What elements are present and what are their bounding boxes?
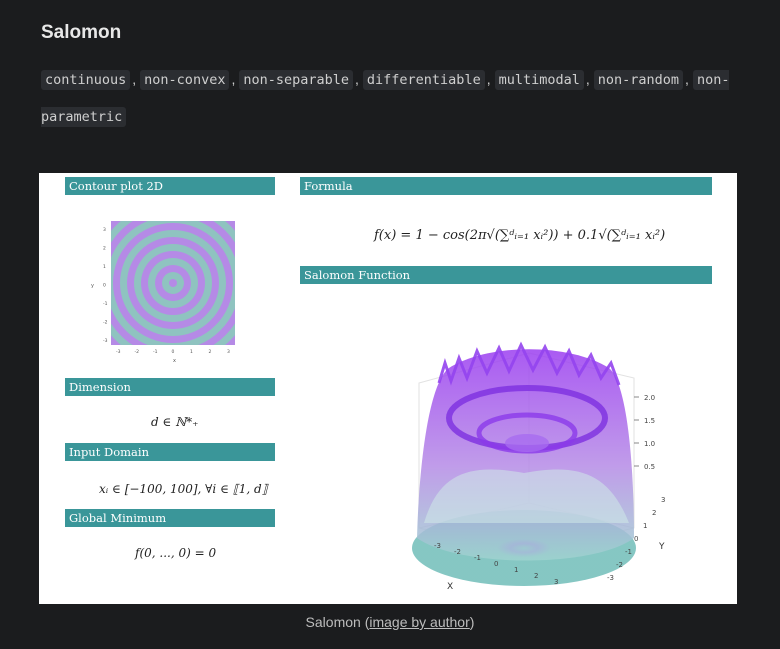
- salomon-figure: Contour plot 2D Formula Salomon Function…: [39, 173, 737, 604]
- dimension-header: Dimension: [65, 378, 275, 396]
- tag-separator: ,: [585, 71, 590, 87]
- x-tick-label: 0: [494, 560, 498, 568]
- y-tick-label: 2: [652, 509, 656, 517]
- input-domain-header: Input Domain: [65, 443, 275, 461]
- tag-separator: ,: [355, 71, 359, 87]
- tag-separator: ,: [685, 71, 689, 87]
- y-tick-label: -3: [607, 574, 614, 582]
- contour-x-tick: -3: [116, 349, 121, 355]
- contour-x-tick: -2: [135, 349, 140, 355]
- global-minimum-text: f(0, ..., 0) = 0: [135, 546, 217, 560]
- x-tick-label: 1: [514, 566, 518, 574]
- contour-y-tick: 1: [103, 264, 106, 270]
- x-tick-label: -2: [454, 548, 461, 556]
- formula-text: f(x) = 1 − cos(2π√(∑ᵈᵢ₌₁ xᵢ²)) + 0.1√(∑ᵈ…: [374, 228, 666, 243]
- contour-x-tick: 3: [227, 349, 230, 355]
- contour-y-tick: -1: [103, 301, 108, 307]
- contour-header: Contour plot 2D: [65, 177, 275, 195]
- tag: non-separable: [239, 70, 354, 90]
- tag-list: continuous, non-convex, non-separable, diff…: [41, 61, 731, 135]
- contour-x-tick: -1: [153, 349, 158, 355]
- contour-x-tick: 0: [172, 349, 175, 355]
- figure-caption: Salomon (image by author): [0, 614, 780, 630]
- function-header: Salomon Function: [300, 266, 712, 284]
- y-tick-label: -1: [625, 548, 632, 556]
- tag-separator: ,: [231, 71, 236, 87]
- tag: continuous: [41, 70, 131, 90]
- contour-y-tick: -2: [103, 320, 108, 326]
- z-tick-label: 0.5: [644, 463, 655, 471]
- surface-ylabel: Y: [658, 542, 665, 552]
- z-tick-label: 1.5: [644, 417, 655, 425]
- caption-suffix: ): [469, 614, 475, 630]
- y-tick-label: 0: [634, 535, 638, 543]
- contour-y-tick: -3: [103, 338, 108, 344]
- tag-separator: ,: [132, 71, 137, 87]
- contour-y-tick: 3: [103, 227, 106, 233]
- contour-ring: [169, 279, 177, 287]
- contour-ylabel: y: [91, 283, 94, 289]
- tag: non-random: [593, 70, 684, 90]
- dimension-text: d ∈ ℕ*₊: [151, 415, 199, 429]
- z-tick-label: 1.0: [644, 440, 655, 448]
- z-tick-label: 2.0: [644, 394, 655, 402]
- input-domain-text: xᵢ ∈ [−100, 100], ∀i ∈ ⟦1, d⟧: [99, 482, 268, 496]
- surface-xlabel: X: [447, 582, 453, 592]
- contour-xlabel: x: [173, 358, 176, 364]
- x-tick-label: -3: [434, 542, 441, 550]
- x-tick-label: -1: [474, 554, 481, 562]
- y-tick-label: -2: [616, 561, 623, 569]
- contour-y-tick: 2: [103, 246, 106, 252]
- contour-plot: -3 -3 -2 -2 -1 -1 0 0 1 1 2 2 3 3 x y: [91, 221, 235, 364]
- tag: multimodal: [494, 70, 584, 90]
- tag: differentiable: [362, 70, 485, 90]
- tag: non-convex: [140, 70, 230, 90]
- y-tick-label: 3: [661, 496, 665, 504]
- contour-x-tick: 1: [190, 349, 193, 355]
- formula-header: Formula: [300, 177, 712, 195]
- global-minimum-header: Global Minimum: [65, 509, 275, 527]
- y-tick-label: 1: [643, 522, 647, 530]
- x-tick-label: 3: [554, 578, 558, 586]
- x-tick-label: 2: [534, 572, 538, 580]
- page-title: Salomon: [41, 22, 122, 43]
- contour-y-tick: 0: [103, 283, 106, 289]
- caption-link[interactable]: image by author: [369, 614, 470, 630]
- contour-x-tick: 2: [209, 349, 212, 355]
- tag-separator: ,: [486, 71, 491, 87]
- caption-prefix: Salomon (: [305, 614, 370, 630]
